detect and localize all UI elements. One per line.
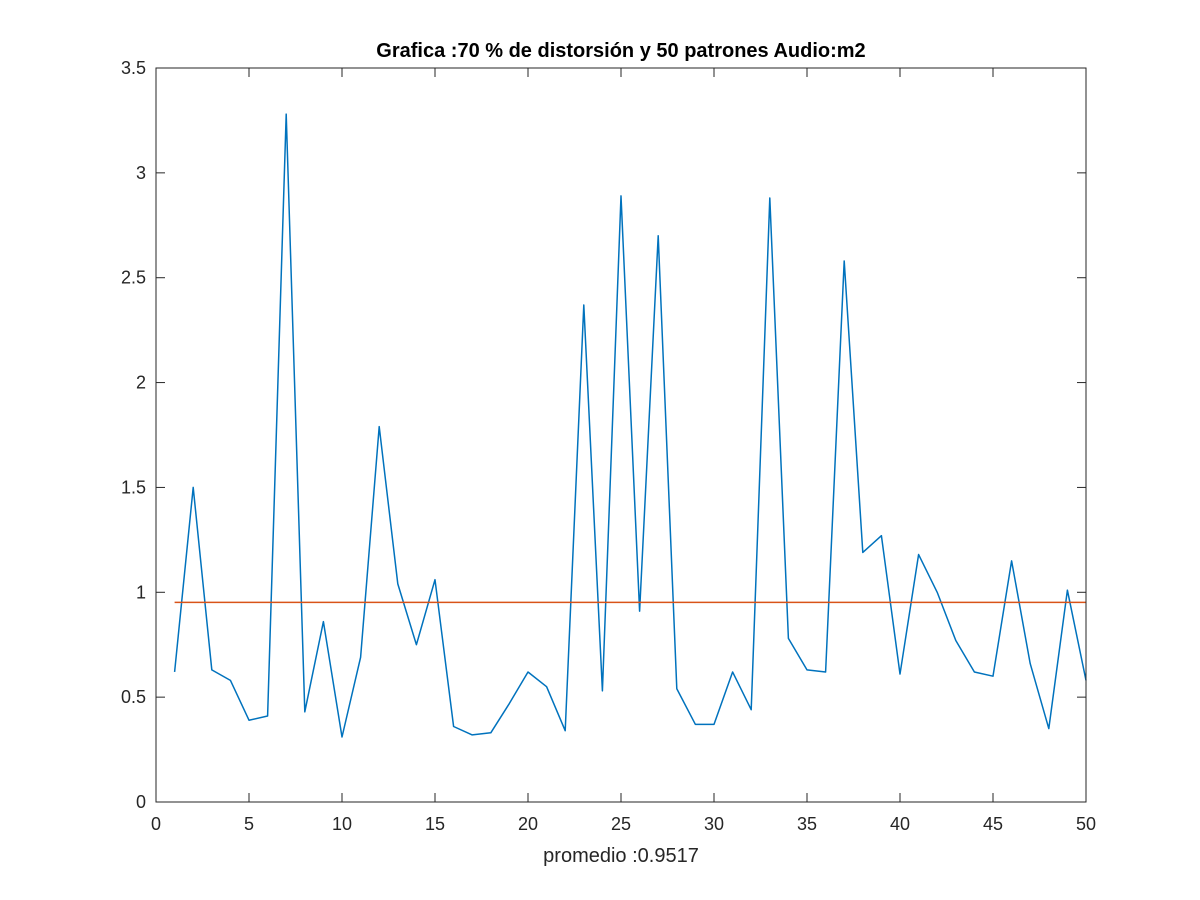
y-tick-label: 2 bbox=[136, 373, 146, 393]
series-line-1 bbox=[173, 113, 1087, 738]
x-tick-label: 50 bbox=[1076, 814, 1096, 834]
x-tick-label: 25 bbox=[611, 814, 631, 834]
x-tick-label: 10 bbox=[332, 814, 352, 834]
x-tick-label: 15 bbox=[425, 814, 445, 834]
x-tick-label: 45 bbox=[983, 814, 1003, 834]
x-tick-label: 35 bbox=[797, 814, 817, 834]
y-tick-label: 3 bbox=[136, 163, 146, 183]
axes-layer: 0 5 10 15 20 25 30 35 40 45 50 0 0.5 1 1.5 2 2.5 3 3.5 bbox=[121, 58, 1096, 834]
y-tick-label: 0 bbox=[136, 792, 146, 812]
x-tick-label: 30 bbox=[704, 814, 724, 834]
y-tick-label: 3.5 bbox=[121, 58, 146, 78]
x-axis-label: promedio :0.9517 bbox=[543, 845, 699, 867]
x-tick-label: 20 bbox=[518, 814, 538, 834]
series-layer bbox=[173, 113, 1087, 738]
x-tick-label: 5 bbox=[244, 814, 254, 834]
y-tick-label: 1.5 bbox=[121, 477, 146, 497]
x-tick-label: 0 bbox=[151, 814, 161, 834]
x-tick-label: 40 bbox=[890, 814, 910, 834]
y-tick-label: 0.5 bbox=[121, 687, 146, 707]
y-tick-label: 2.5 bbox=[121, 268, 146, 288]
chart-title: Grafica :70 % de distorsión y 50 patrone… bbox=[376, 40, 865, 62]
y-tick-label: 1 bbox=[136, 582, 146, 602]
